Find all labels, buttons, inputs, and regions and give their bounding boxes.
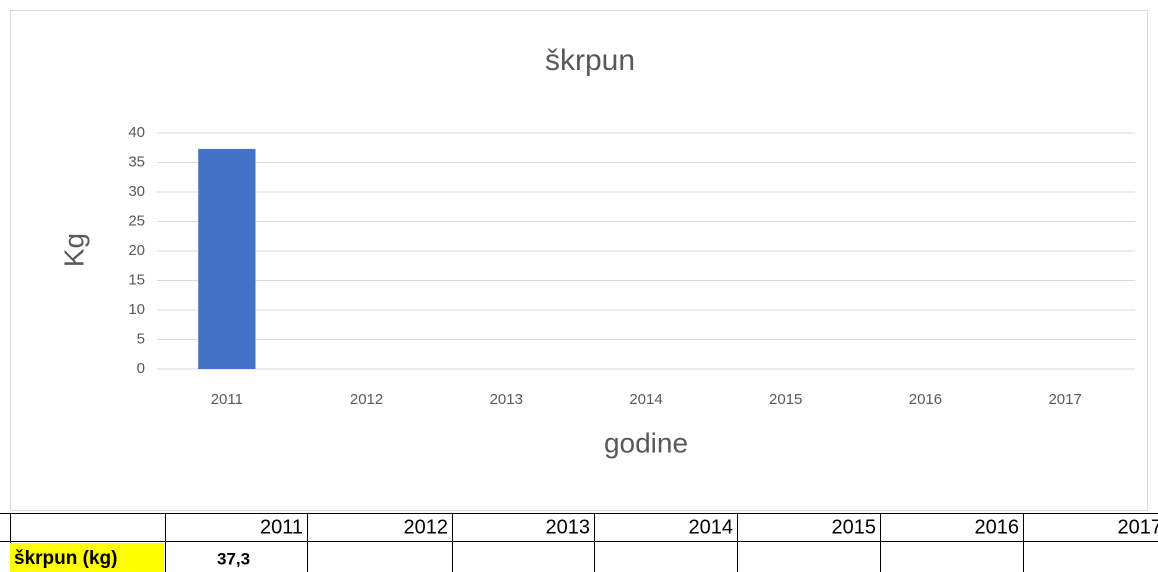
y-tick-label: 10 — [128, 301, 145, 318]
y-tick-label: 40 — [128, 124, 145, 141]
x-tick-label: 2016 — [909, 391, 942, 408]
y-tick-label: 35 — [128, 153, 145, 170]
x-tick-label: 2014 — [629, 391, 662, 408]
x-tick-label: 2013 — [490, 391, 523, 408]
x-axis-label: godine — [604, 427, 688, 458]
y-tick-label: 15 — [128, 271, 145, 288]
table-header: 2011 — [260, 516, 303, 538]
x-tick-label: 2015 — [769, 391, 802, 408]
table-header: 2016 — [975, 516, 1020, 538]
y-tick-label: 5 — [137, 330, 145, 347]
table-header: 2015 — [832, 516, 877, 538]
table-header: 2013 — [546, 516, 591, 538]
table-header: 2012 — [404, 516, 449, 538]
y-tick-label: 0 — [137, 360, 145, 377]
table-header: 2014 — [689, 516, 734, 538]
highlight — [10, 543, 164, 572]
bar — [198, 148, 256, 369]
x-tick-label: 2017 — [1048, 391, 1081, 408]
chart-title: škrpun — [545, 44, 635, 77]
y-tick-label: 30 — [128, 183, 145, 200]
chart-frame — [10, 10, 1148, 511]
y-tick-label: 25 — [128, 212, 145, 229]
table-cell: 37,3 — [217, 549, 250, 568]
y-axis-label: Kg — [58, 233, 89, 267]
y-tick-label: 20 — [128, 242, 145, 259]
x-tick-label: 2011 — [211, 391, 243, 408]
table-header: 2017 — [1118, 516, 1158, 538]
row-label: škrpun (kg) — [14, 548, 117, 569]
x-tick-label: 2012 — [350, 391, 383, 408]
